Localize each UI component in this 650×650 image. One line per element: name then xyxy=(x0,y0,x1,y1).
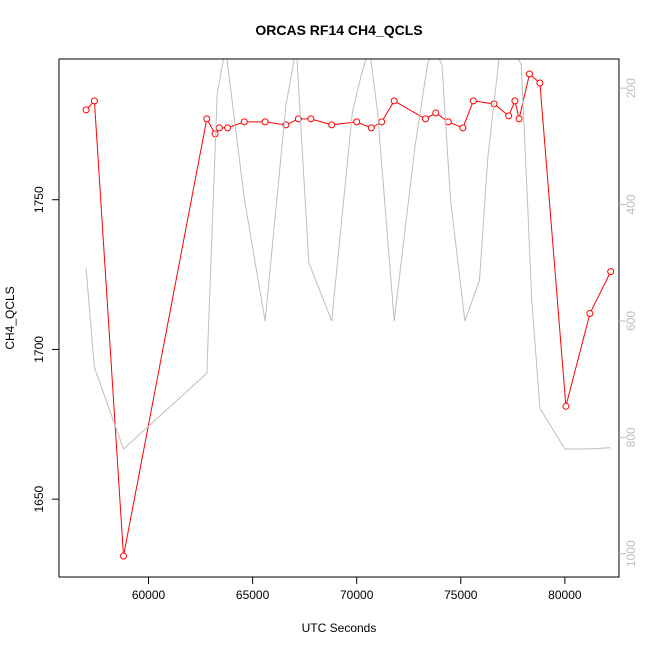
plot-frame xyxy=(58,58,620,578)
x-tick-label: 65000 xyxy=(236,588,270,602)
y2-tick-label: 200 xyxy=(624,78,638,98)
data-point xyxy=(82,106,90,114)
data-point xyxy=(536,79,544,87)
data-point xyxy=(459,124,467,132)
data-point xyxy=(240,118,248,126)
data-point xyxy=(307,115,315,123)
data-point xyxy=(90,97,98,105)
data-point xyxy=(505,112,513,120)
data-point xyxy=(515,115,523,123)
data-point xyxy=(353,118,361,126)
data-point xyxy=(367,124,375,132)
y2-tick-label: 400 xyxy=(624,194,638,214)
data-point xyxy=(511,97,519,105)
data-point xyxy=(469,97,477,105)
data-point xyxy=(215,124,223,132)
data-point xyxy=(261,118,269,126)
x-tick-label: 75000 xyxy=(444,588,478,602)
data-point xyxy=(211,130,219,138)
x-tick-label: 80000 xyxy=(548,588,582,602)
data-point xyxy=(224,124,232,132)
data-point xyxy=(390,97,398,105)
data-point xyxy=(586,310,594,317)
x-tick-label: 70000 xyxy=(340,588,374,602)
data-point xyxy=(607,268,615,276)
y2-tick-label: 800 xyxy=(624,427,638,447)
secondary-series xyxy=(85,59,611,450)
data-point xyxy=(203,115,211,123)
data-point xyxy=(432,109,440,117)
data-point xyxy=(328,121,336,129)
x-axis: 60000 65000 70000 75000 80000 xyxy=(132,577,582,602)
plot-series xyxy=(82,59,615,560)
data-point xyxy=(120,552,127,560)
data-point xyxy=(526,70,533,78)
y-axis-label: CH4_QCLS xyxy=(3,286,17,349)
secondary-series-line xyxy=(85,59,611,450)
data-point xyxy=(378,118,386,126)
y2-tick-label: 1000 xyxy=(624,540,638,567)
y2-tick-label: 600 xyxy=(624,311,638,331)
primary-series xyxy=(82,70,615,560)
y-tick-label: 1700 xyxy=(32,336,46,363)
y-axis-left: 1650 1700 1750 xyxy=(32,186,59,513)
chart-title: ORCAS RF14 CH4_QCLS xyxy=(255,22,422,38)
y-axis-right: 200 400 600 800 1000 xyxy=(619,78,638,567)
x-tick-label: 60000 xyxy=(132,588,166,602)
y-tick-label: 1750 xyxy=(32,186,46,213)
y-tick-label: 1650 xyxy=(32,485,46,512)
data-point xyxy=(562,402,570,410)
x-axis-label: UTC Seconds xyxy=(302,621,377,635)
data-point xyxy=(421,115,429,123)
